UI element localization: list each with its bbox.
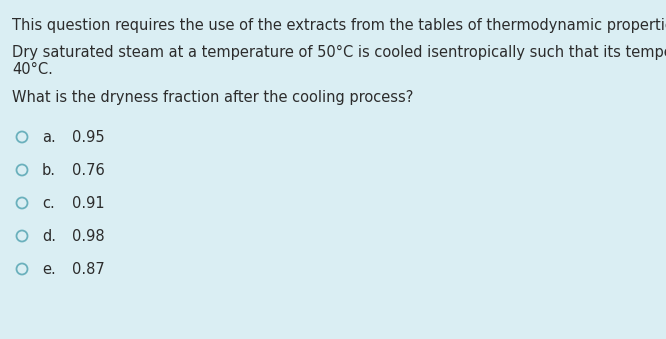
Text: a.: a.: [42, 130, 56, 145]
Text: c.: c.: [42, 196, 55, 211]
Text: 0.87: 0.87: [72, 262, 105, 277]
Text: What is the dryness fraction after the cooling process?: What is the dryness fraction after the c…: [12, 90, 414, 105]
Text: This question requires the use of the extracts from the tables of thermodynamic : This question requires the use of the ex…: [12, 18, 666, 33]
Text: d.: d.: [42, 229, 56, 244]
Text: 0.95: 0.95: [72, 130, 105, 145]
Text: e.: e.: [42, 262, 56, 277]
Text: 0.98: 0.98: [72, 229, 105, 244]
Text: 0.91: 0.91: [72, 196, 105, 211]
Text: 0.76: 0.76: [72, 163, 105, 178]
Text: b.: b.: [42, 163, 56, 178]
Text: 40°C.: 40°C.: [12, 62, 53, 77]
Text: Dry saturated steam at a temperature of 50°C is cooled isentropically such that : Dry saturated steam at a temperature of …: [12, 45, 666, 60]
